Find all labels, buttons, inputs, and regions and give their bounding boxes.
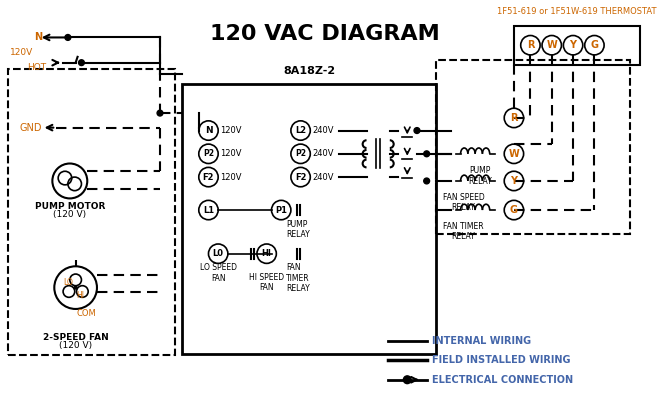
Text: G: G [510, 205, 518, 215]
Text: N: N [34, 32, 42, 42]
Text: FIELD INSTALLED WIRING: FIELD INSTALLED WIRING [431, 355, 570, 365]
Text: (120 V): (120 V) [53, 210, 86, 219]
Text: W: W [546, 40, 557, 50]
Text: GND: GND [19, 123, 42, 133]
Text: 120V: 120V [220, 126, 242, 135]
Bar [8, 70, 175, 355]
Circle shape [65, 34, 71, 40]
Text: F2: F2 [295, 173, 306, 181]
Bar [514, 26, 640, 65]
Text: R: R [510, 113, 518, 123]
Text: 120V: 120V [220, 149, 242, 158]
Text: N: N [204, 126, 212, 135]
Text: PUMP
RELAY: PUMP RELAY [468, 166, 492, 186]
Text: Y: Y [511, 176, 517, 186]
Text: L0: L0 [212, 249, 224, 258]
Text: 240V: 240V [312, 149, 334, 158]
Text: P2: P2 [203, 149, 214, 158]
Text: INTERNAL WIRING: INTERNAL WIRING [431, 336, 531, 346]
Text: G: G [590, 40, 598, 50]
Bar [436, 60, 630, 234]
Text: Y: Y [570, 40, 577, 50]
Text: COM: COM [76, 309, 96, 318]
Text: P1: P1 [275, 206, 287, 215]
Text: 240V: 240V [312, 173, 334, 181]
Circle shape [403, 376, 411, 384]
Circle shape [423, 151, 429, 157]
Text: W: W [509, 149, 519, 159]
Text: HI: HI [262, 249, 271, 258]
Text: ELECTRICAL CONNECTION: ELECTRICAL CONNECTION [431, 375, 573, 385]
Text: L1: L1 [203, 206, 214, 215]
Text: L2: L2 [295, 126, 306, 135]
Text: 120V: 120V [220, 173, 242, 181]
Text: HOT: HOT [27, 63, 46, 72]
Text: HI SPEED
FAN: HI SPEED FAN [249, 273, 284, 292]
Text: FAN SPEED
RELAY: FAN SPEED RELAY [443, 193, 484, 212]
Text: 1F51-619 or 1F51W-619 THERMOSTAT: 1F51-619 or 1F51W-619 THERMOSTAT [497, 7, 657, 16]
Circle shape [157, 110, 163, 116]
Text: 240V: 240V [312, 126, 334, 135]
Text: FAN
TIMER
RELAY: FAN TIMER RELAY [286, 264, 310, 293]
Circle shape [423, 178, 429, 184]
Bar [182, 84, 436, 354]
Text: LO SPEED
FAN: LO SPEED FAN [200, 264, 237, 283]
Circle shape [78, 60, 84, 65]
Text: HI: HI [76, 291, 84, 300]
Text: (120 V): (120 V) [59, 341, 92, 350]
Text: F2: F2 [203, 173, 214, 181]
Text: LO: LO [63, 278, 73, 287]
Text: 120V: 120V [9, 49, 33, 57]
Text: PUMP
RELAY: PUMP RELAY [286, 220, 310, 239]
Text: P2: P2 [295, 149, 306, 158]
Text: PUMP MOTOR: PUMP MOTOR [35, 202, 105, 211]
Text: 8A18Z-2: 8A18Z-2 [283, 66, 336, 76]
Text: R: R [527, 40, 534, 50]
Circle shape [74, 286, 77, 289]
Text: FAN TIMER
RELAY: FAN TIMER RELAY [443, 222, 484, 241]
Circle shape [414, 128, 420, 133]
Text: 2-SPEED FAN: 2-SPEED FAN [43, 333, 109, 342]
Text: 120 VAC DIAGRAM: 120 VAC DIAGRAM [210, 24, 440, 44]
